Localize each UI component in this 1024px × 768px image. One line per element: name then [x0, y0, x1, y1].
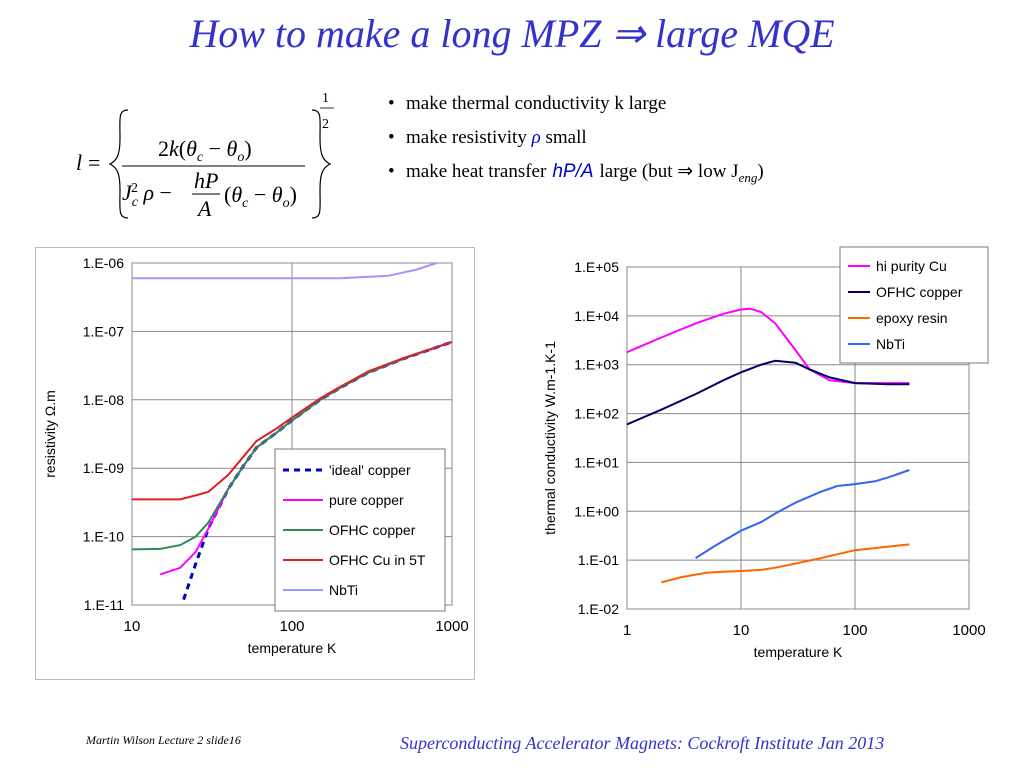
- x-axis-label: temperature K: [754, 644, 843, 660]
- x-tick-label: 10: [124, 618, 141, 635]
- svg-text:1: 1: [322, 91, 329, 106]
- x-tick-label: 1000: [952, 622, 985, 639]
- svg-text:Jc2 ρ −: Jc2 ρ −: [122, 180, 172, 210]
- y-tick-label: 1.E-10: [83, 529, 124, 545]
- legend-label: OFHC copper: [876, 284, 963, 300]
- x-tick-label: 1000: [435, 618, 468, 635]
- x-tick-label: 1: [623, 622, 631, 639]
- svg-text:=: =: [88, 150, 100, 175]
- svg-text:(θc − θo): (θc − θo): [224, 182, 297, 211]
- legend-label: NbTi: [329, 582, 358, 598]
- y-tick-label: 1.E-08: [83, 392, 124, 408]
- legend: hi purity Cu OFHC copper epoxy resin NbTi: [839, 246, 989, 364]
- y-tick-label: 1.E+03: [574, 357, 619, 373]
- thermal-conductivity-chart-svg: 1.E-02 1.E-01 1.E+00 1.E+01 1.E+02 1.E+03 1.E+…: [542, 246, 989, 660]
- legend: 'ideal' copper pure copper OFHC copper OFHC…: [274, 448, 446, 612]
- svg-text:2: 2: [322, 117, 329, 132]
- series-line: [132, 263, 443, 280]
- y-tick-label: 1.E-01: [578, 552, 619, 568]
- svg-text:A: A: [196, 196, 212, 221]
- resistivity-chart-svg: 1.E-11 1.E-10 1.E-09 1.E-08 1.E-07 1.E-06 10 10…: [35, 247, 475, 680]
- series-line: [627, 359, 910, 426]
- legend-label: hi purity Cu: [876, 258, 947, 274]
- y-tick-label: 1.E+04: [574, 308, 619, 324]
- svg-text:hP: hP: [194, 168, 218, 193]
- y-tick-label: 1.E+01: [574, 454, 619, 470]
- resistivity-chart: 1.E-11 1.E-10 1.E-09 1.E-08 1.E-07 1.E-06 10 10…: [35, 247, 475, 680]
- y-tick-label: 1.E+02: [574, 406, 619, 422]
- footer-author: Martin Wilson Lecture 2 slide16: [86, 733, 241, 747]
- svg-text:2k(θc − θo): 2k(θc − θo): [158, 136, 252, 165]
- svg-text:l: l: [76, 150, 82, 175]
- legend-label: epoxy resin: [876, 310, 948, 326]
- slide-title: How to make a long MPZ ⇒ large MQE: [189, 11, 835, 56]
- bullet-item: • make heat transfer hP/A large (but ⇒ low …: [388, 161, 764, 185]
- x-axis-label: temperature K: [248, 640, 337, 656]
- y-tick-label: 1.E-07: [83, 323, 124, 339]
- thermal-conductivity-chart: 1.E-02 1.E-01 1.E+00 1.E+01 1.E+02 1.E+03 1.E+…: [530, 245, 1000, 675]
- x-tick-label: 100: [279, 618, 304, 635]
- y-axis-label: thermal conductivity W.m-1.K-1: [542, 341, 558, 535]
- y-tick-label: 1.E+00: [574, 503, 619, 519]
- legend-label: 'ideal' copper: [329, 462, 411, 478]
- legend-label: NbTi: [876, 336, 905, 352]
- legend-label: OFHC copper: [329, 522, 416, 538]
- x-tick-label: 10: [733, 622, 750, 639]
- series-line: [695, 469, 910, 559]
- y-tick-label: 1.E-09: [83, 460, 124, 476]
- length-formula: l = 2k(θc − θo) Jc2 ρ − hP A (θc − θo) 1…: [76, 91, 334, 221]
- chart-frame: [35, 247, 475, 680]
- footer-course: Superconducting Accelerator Magnets: Coc…: [400, 733, 885, 753]
- series-line: [661, 543, 910, 584]
- bullet-item: • make thermal conductivity k large: [388, 93, 667, 114]
- series-line: [132, 341, 452, 501]
- y-tick-label: 1.E+05: [574, 259, 619, 275]
- y-tick-label: 1.E-11: [84, 597, 124, 613]
- y-tick-label: 1.E-06: [83, 255, 124, 271]
- x-tick-label: 100: [842, 622, 867, 639]
- bullet-item: • make resistivity ρ small: [388, 127, 587, 148]
- y-axis-label: resistivity Ω.m: [42, 390, 58, 477]
- y-tick-label: 1.E-02: [578, 601, 619, 617]
- legend-label: pure copper: [329, 492, 404, 508]
- legend-label: OFHC Cu in 5T: [329, 552, 426, 568]
- bullet-list: • make thermal conductivity k large • make…: [388, 92, 764, 194]
